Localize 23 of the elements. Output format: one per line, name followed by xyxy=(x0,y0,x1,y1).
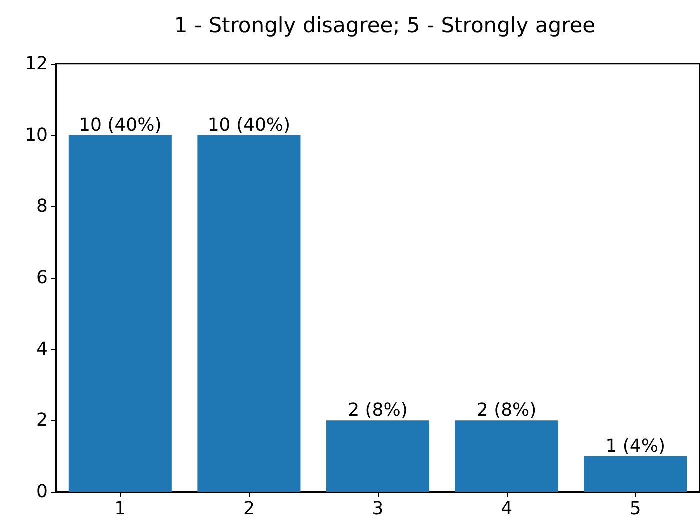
bar xyxy=(455,420,558,492)
data-label: 1 (4%) xyxy=(606,436,666,457)
data-label: 10 (40%) xyxy=(79,114,162,136)
bar xyxy=(198,135,301,492)
data-label: 10 (40%) xyxy=(208,114,291,136)
y-tick-label: 2 xyxy=(36,410,48,432)
y-tick-label: 8 xyxy=(36,196,48,218)
y-tick-label: 12 xyxy=(25,54,48,74)
y-tick-label: 6 xyxy=(36,268,48,288)
bar xyxy=(68,135,172,492)
bar xyxy=(326,420,430,492)
y-tick-label: 4 xyxy=(36,338,48,360)
x-tick-label: 3 xyxy=(372,498,384,520)
y-tick-label: 0 xyxy=(36,482,48,502)
data-label: 2 (8%) xyxy=(476,400,537,422)
x-tick-label: 2 xyxy=(243,498,255,520)
x-tick-label: 5 xyxy=(630,498,642,520)
data-label: 2 (8%) xyxy=(348,400,408,422)
y-tick-label: 10 xyxy=(25,124,48,146)
chart-title: 1 - Strongly disagree; 5 - Strongly agree xyxy=(174,14,596,38)
bar xyxy=(584,456,688,492)
x-tick-label: 1 xyxy=(114,498,126,520)
x-tick-label: 4 xyxy=(501,498,513,520)
